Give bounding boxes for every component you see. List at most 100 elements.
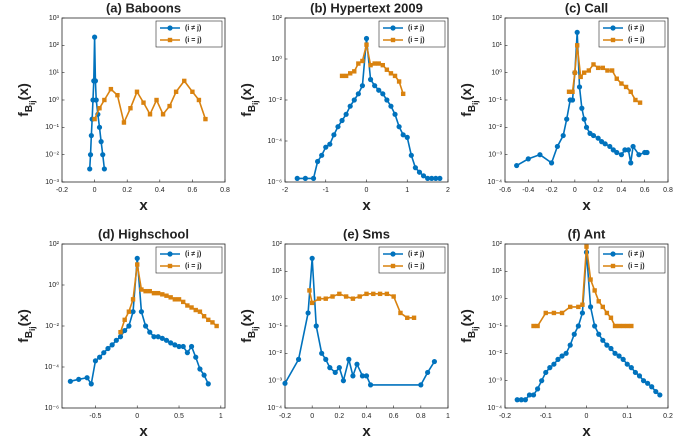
- marker: [323, 356, 329, 362]
- y-axis-label-part: (x): [15, 309, 31, 326]
- marker: [319, 152, 325, 158]
- legend-marker: [167, 251, 173, 257]
- marker: [623, 84, 629, 90]
- marker: [620, 323, 626, 329]
- marker: [364, 42, 369, 47]
- y-tick-label: 10⁻³: [268, 378, 282, 385]
- marker: [108, 86, 114, 92]
- marker: [581, 70, 587, 75]
- marker: [201, 372, 207, 378]
- y-tick-label: 10⁻²: [45, 323, 59, 330]
- marker: [142, 323, 149, 329]
- y-tick-label: 10⁻³: [488, 152, 502, 159]
- legend-box: [598, 246, 666, 274]
- x-tick-label: 1: [405, 187, 409, 194]
- marker: [92, 34, 98, 40]
- marker: [537, 152, 543, 158]
- marker: [618, 152, 625, 158]
- marker: [602, 141, 608, 147]
- x-tick-label: -2: [282, 187, 288, 194]
- marker: [628, 160, 634, 166]
- marker: [359, 373, 366, 379]
- marker: [350, 296, 356, 301]
- legend-marker: [610, 263, 616, 269]
- marker: [184, 350, 190, 356]
- marker: [629, 323, 634, 329]
- marker: [122, 327, 128, 334]
- marker: [614, 76, 619, 81]
- y-tick-label: 10⁰: [48, 281, 59, 289]
- x-tick-label: 0.4: [617, 187, 627, 194]
- marker: [126, 323, 132, 329]
- marker: [388, 103, 394, 109]
- marker: [121, 120, 127, 125]
- y-tick-label: 10¹: [49, 70, 60, 77]
- y-tick-label: 10⁰: [48, 96, 59, 104]
- marker: [388, 71, 394, 76]
- marker: [569, 97, 576, 103]
- marker: [391, 294, 396, 299]
- series-line: [516, 32, 648, 167]
- y-axis-label-part: ij: [471, 100, 480, 104]
- marker: [392, 73, 398, 79]
- y-tick-label: 10⁻²: [268, 350, 282, 357]
- marker: [571, 331, 577, 337]
- marker: [437, 175, 443, 181]
- x-tick-label: 0.6: [640, 187, 650, 194]
- marker: [525, 156, 531, 162]
- marker: [309, 255, 315, 261]
- marker: [197, 309, 203, 314]
- marker: [206, 317, 211, 323]
- x-axis-label: x: [139, 197, 148, 214]
- marker: [139, 287, 144, 292]
- marker: [196, 97, 202, 103]
- y-tick-label: 10⁻⁴: [488, 179, 503, 186]
- y-tick-label: 10⁻⁶: [268, 179, 282, 186]
- legend-marker: [167, 263, 173, 269]
- marker: [310, 175, 317, 181]
- marker: [313, 323, 319, 329]
- marker: [337, 291, 342, 297]
- x-tick-label: -0.2: [499, 413, 511, 420]
- y-axis-label-part: (x): [238, 309, 254, 326]
- marker: [193, 354, 199, 360]
- y-axis-label: fBij(x): [458, 83, 480, 116]
- marker: [551, 310, 557, 316]
- marker: [205, 381, 211, 387]
- marker: [380, 91, 386, 97]
- marker: [614, 149, 620, 156]
- y-axis-label-part: f: [458, 112, 474, 117]
- marker: [600, 337, 606, 343]
- marker: [147, 288, 152, 294]
- y-tick-label: 10²: [272, 241, 283, 248]
- y-tick-label: 10²: [492, 15, 503, 22]
- x-axis-label: x: [582, 423, 591, 440]
- marker: [332, 369, 338, 376]
- marker: [128, 106, 133, 111]
- marker: [357, 294, 362, 299]
- legend-label: (i ≠ j): [628, 25, 644, 32]
- marker: [420, 173, 427, 179]
- x-tick-label: 0.6: [188, 187, 198, 194]
- marker: [214, 323, 219, 329]
- legend-box: [598, 20, 666, 48]
- y-axis-label-part: B: [467, 331, 478, 338]
- marker: [155, 290, 161, 296]
- marker: [619, 81, 624, 86]
- marker: [595, 135, 601, 141]
- x-tick-label: 2: [446, 187, 450, 194]
- marker: [360, 58, 365, 64]
- marker: [354, 361, 360, 367]
- y-axis-label: fBij(x): [238, 309, 260, 342]
- x-tick-label: 0: [585, 413, 589, 420]
- marker: [93, 97, 99, 103]
- marker: [596, 331, 602, 337]
- y-tick-label: 10³: [49, 15, 60, 22]
- legend-label: (i ≠ j): [628, 251, 644, 258]
- legend-label: (i = j): [628, 37, 645, 44]
- marker: [539, 378, 545, 384]
- legend-label: (i = j): [185, 37, 202, 44]
- marker: [154, 97, 159, 103]
- legend-marker: [610, 37, 616, 43]
- y-tick-label: 10²: [49, 42, 60, 49]
